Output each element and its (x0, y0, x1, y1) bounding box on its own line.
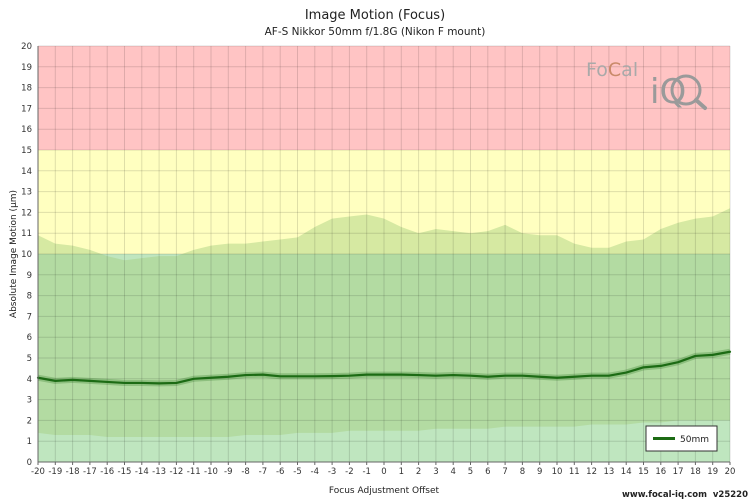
x-tick-label--6: -6 (276, 467, 284, 477)
x-tick-label--14: -14 (135, 467, 149, 477)
svg-text:FoCal: FoCal (586, 59, 638, 81)
x-tick-label-8: 8 (520, 467, 525, 477)
x-tick-label-1: 1 (399, 467, 404, 477)
x-tick-label-12: 12 (586, 467, 597, 477)
y-tick-label-3: 3 (27, 396, 32, 406)
x-tick-label-11: 11 (569, 467, 580, 477)
grid-lines (37, 45, 731, 463)
x-tick-label-0: 0 (381, 467, 386, 477)
x-tick-label--17: -17 (83, 467, 97, 477)
y-tick-label-2: 2 (27, 416, 32, 426)
x-tick-label--1: -1 (362, 467, 370, 477)
y-tick-label-18: 18 (21, 84, 32, 94)
logo-text-c: C (608, 59, 621, 81)
chart-title: Image Motion (Focus) (305, 8, 445, 23)
x-tick-label-20: 20 (725, 467, 736, 477)
x-tick-label--7: -7 (259, 467, 267, 477)
x-tick-label-18: 18 (690, 467, 701, 477)
band-area (38, 208, 730, 438)
y-tick-label-0: 0 (27, 458, 32, 468)
zone-2 (38, 46, 730, 150)
x-tick-label--12: -12 (169, 467, 183, 477)
x-tick-label-2: 2 (416, 467, 421, 477)
x-tick-label--9: -9 (224, 467, 232, 477)
legend-label-50mm: 50mm (680, 435, 709, 445)
zone-0 (38, 254, 730, 462)
x-tick-label-15: 15 (638, 467, 649, 477)
x-tick-label--15: -15 (118, 467, 132, 477)
x-tick-label-4: 4 (450, 467, 455, 477)
y-tick-label-16: 16 (21, 125, 32, 135)
x-tick-label--3: -3 (328, 467, 336, 477)
x-tick-label-13: 13 (603, 467, 614, 477)
y-tick-label-11: 11 (21, 229, 32, 239)
x-tick-label-17: 17 (673, 467, 684, 477)
y-tick-label-10: 10 (21, 250, 32, 260)
y-tick-label-1: 1 (27, 437, 32, 447)
x-tick-label--13: -13 (152, 467, 166, 477)
x-tick-label--11: -11 (187, 467, 201, 477)
confidence-band (38, 208, 730, 438)
chart-subtitle: AF-S Nikkor 50mm f/1.8G (Nikon F mount) (265, 26, 486, 38)
series-lines (36, 348, 732, 387)
footer-url: www.focal-iq.com (622, 490, 707, 500)
x-tick-label--2: -2 (345, 467, 353, 477)
logo-text-fo: Fo (586, 59, 608, 81)
legend: 50mm (645, 425, 718, 452)
y-tick-label-8: 8 (27, 292, 32, 302)
y-tick-label-20: 20 (21, 42, 32, 52)
y-tick-label-15: 15 (21, 146, 32, 156)
series-line-50mm (36, 350, 732, 385)
threshold-zones (38, 46, 730, 462)
legend-box (645, 425, 718, 452)
x-tick-label--5: -5 (293, 467, 301, 477)
y-tick-label-13: 13 (21, 188, 32, 198)
y-tick-label-4: 4 (27, 375, 32, 385)
x-tick-label-7: 7 (502, 467, 507, 477)
y-tick-label-12: 12 (21, 208, 32, 218)
y-tick-label-6: 6 (27, 333, 32, 343)
x-axis-label: Focus Adjustment Offset (329, 486, 440, 496)
x-tick-label--10: -10 (204, 467, 218, 477)
x-tick-label-3: 3 (433, 467, 438, 477)
logo-text-iq: iQ (650, 72, 686, 112)
x-tick-label-19: 19 (707, 467, 718, 477)
x-tick-label--4: -4 (311, 467, 319, 477)
x-tick-label-16: 16 (655, 467, 666, 477)
x-tick-label--18: -18 (66, 467, 80, 477)
logo-text-al: al (621, 59, 638, 81)
x-tick-label-10: 10 (552, 467, 563, 477)
x-tick-label-6: 6 (485, 467, 490, 477)
x-tick-label--19: -19 (48, 467, 62, 477)
y-tick-label-9: 9 (27, 271, 32, 281)
footer-version: v25220 (713, 490, 748, 500)
y-tick-label-14: 14 (21, 167, 32, 177)
x-tick-label--16: -16 (100, 467, 114, 477)
zone-1 (38, 150, 730, 254)
x-tick-label-14: 14 (621, 467, 632, 477)
y-tick-label-19: 19 (21, 63, 32, 73)
x-tick-label--8: -8 (241, 467, 249, 477)
y-axis-label: Absolute Image Motion (µm) (9, 190, 19, 318)
x-tick-label-9: 9 (537, 467, 542, 477)
y-tick-label-7: 7 (27, 312, 32, 322)
x-tick-labels: -20 -19 -18 -17 -16 -15 -14 -13 -12 -11 -10 -9 -8 -7-… (31, 462, 735, 477)
x-tick-label--20: -20 (31, 467, 45, 477)
y-tick-label-5: 5 (27, 354, 32, 364)
y-tick-label-17: 17 (21, 104, 32, 114)
x-tick-label-5: 5 (468, 467, 473, 477)
